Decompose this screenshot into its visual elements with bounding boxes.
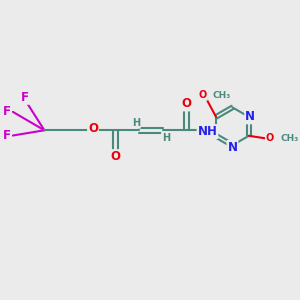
Text: N: N — [227, 141, 238, 154]
Text: F: F — [3, 129, 11, 142]
Text: O: O — [110, 150, 120, 163]
Text: O: O — [88, 122, 98, 136]
Text: CH₃: CH₃ — [212, 91, 230, 100]
Text: O: O — [199, 90, 207, 100]
Text: O: O — [266, 134, 274, 143]
Text: O: O — [182, 98, 191, 110]
Text: CH₃: CH₃ — [280, 134, 299, 143]
Text: F: F — [21, 91, 28, 104]
Text: F: F — [3, 105, 11, 119]
Text: H: H — [162, 133, 170, 142]
Text: NH: NH — [197, 125, 218, 138]
Text: N: N — [245, 110, 255, 123]
Text: H: H — [132, 118, 140, 128]
